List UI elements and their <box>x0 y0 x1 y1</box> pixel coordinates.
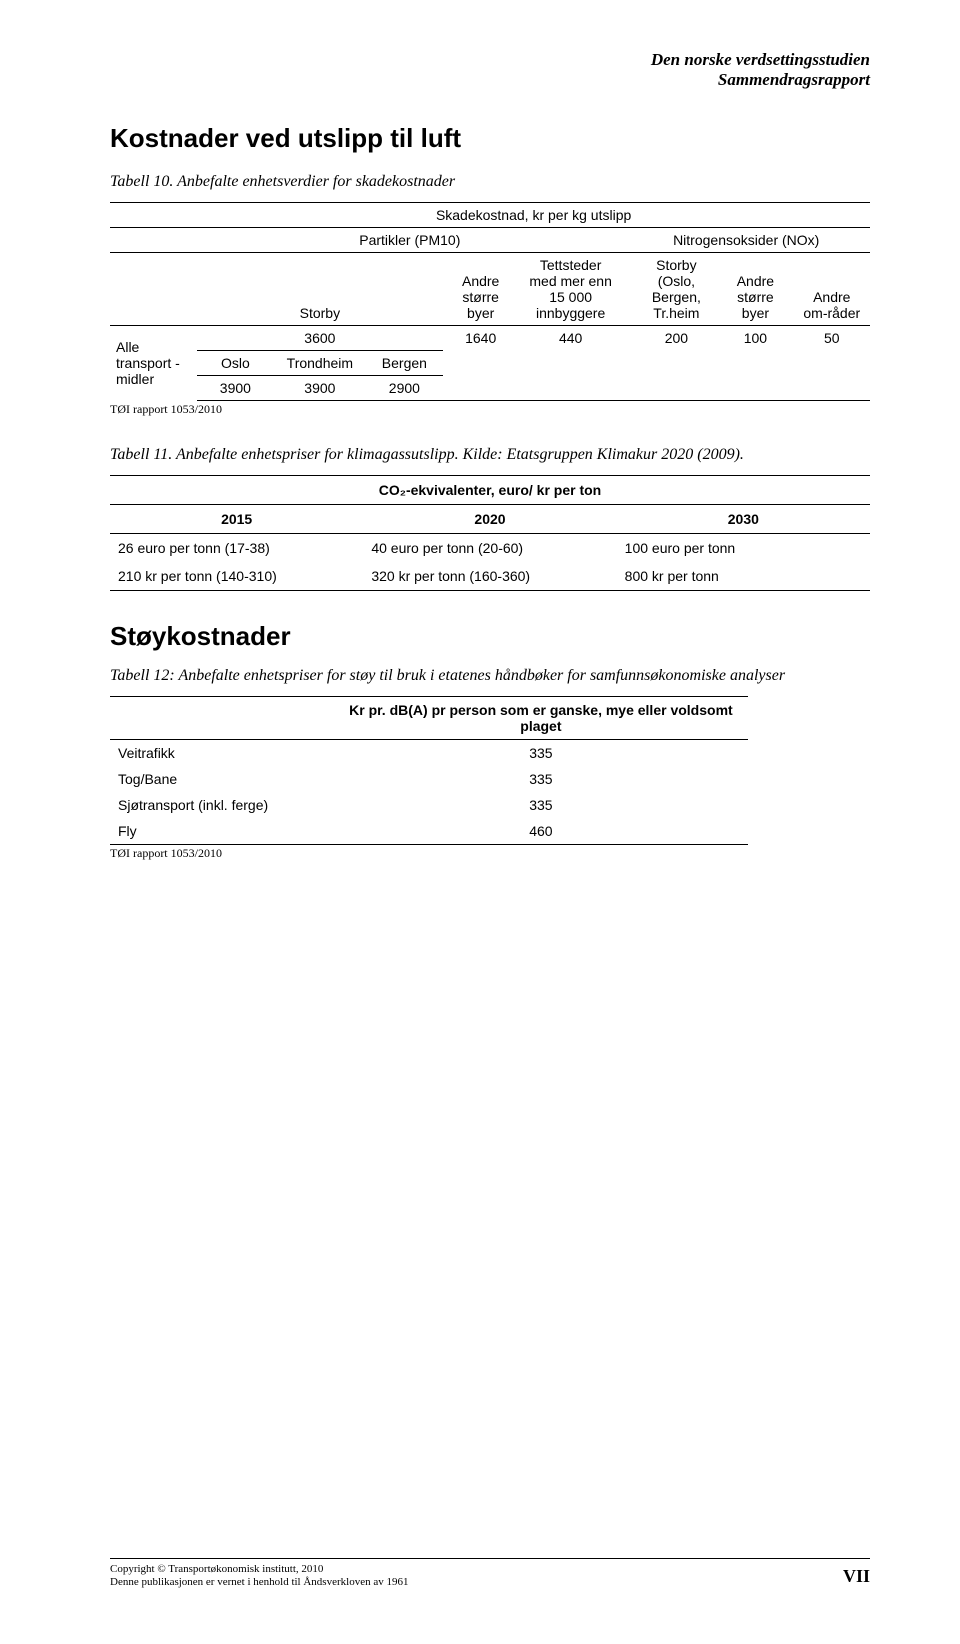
t11-r2c1: 210 kr per tonn (140-310) <box>110 562 363 591</box>
t12-r2-label: Tog/Bane <box>110 766 333 792</box>
t11-r1c2: 40 euro per tonn (20-60) <box>363 533 616 562</box>
section-heading-costs: Kostnader ved utslipp til luft <box>110 123 870 154</box>
t12-r1-label: Veitrafikk <box>110 739 333 766</box>
t11-r1c1: 26 euro per tonn (17-38) <box>110 533 363 562</box>
t10-group-nox: Nitrogensoksider (NOx) <box>622 227 870 252</box>
t10-col-storby-nox: Storby (Oslo, Bergen, Tr.heim <box>635 252 717 325</box>
t10-v2900: 2900 <box>366 375 442 400</box>
t10-superheader: Skadekostnad, kr per kg utslipp <box>197 202 870 227</box>
t10-v3900b: 3900 <box>274 375 367 400</box>
t12-r2-val: 335 <box>333 766 748 792</box>
t10-col-tettsteder: Tettsteder med mer enn 15 000 innbyggere <box>519 252 623 325</box>
table10-caption: Tabell 10. Anbefalte enhetsverdier for s… <box>110 172 870 192</box>
header-line2: Sammendragsrapport <box>110 70 870 90</box>
table12-source: TØI rapport 1053/2010 <box>110 846 870 861</box>
t10-col-storby: Storby <box>197 252 442 325</box>
t12-r4-label: Fly <box>110 818 333 845</box>
t10-col-andre-omr: Andre om-råder <box>794 252 870 325</box>
t10-col-andre-byer-nox: Andre større byer <box>717 252 793 325</box>
t10-col-andre-byer: Andre større byer <box>443 252 519 325</box>
t10-v200: 200 <box>635 325 717 350</box>
t10-sub-trondheim: Trondheim <box>274 350 367 375</box>
table10: Skadekostnad, kr per kg utslipp Partikle… <box>110 202 870 401</box>
t12-r4-val: 460 <box>333 818 748 845</box>
t10-group-pm: Partikler (PM10) <box>197 227 622 252</box>
t10-rowlabel: Alle transport -midler <box>110 325 197 400</box>
t10-v50: 50 <box>794 325 870 350</box>
t12-r3-val: 335 <box>333 792 748 818</box>
doc-header: Den norske verdsettingsstudien Sammendra… <box>110 50 870 91</box>
t11-y2030: 2030 <box>617 504 870 533</box>
t12-r3-label: Sjøtransport (inkl. ferge) <box>110 792 333 818</box>
table11: CO₂-ekvivalenter, euro/ kr per ton 2015 … <box>110 475 870 591</box>
table11-caption: Tabell 11. Anbefalte enhetspriser for kl… <box>110 445 870 465</box>
t10-sub-oslo: Oslo <box>197 350 273 375</box>
footer-line1: Copyright © Transportøkonomisk institutt… <box>110 1563 870 1577</box>
t11-r2c3: 800 kr per tonn <box>617 562 870 591</box>
t11-header: CO₂-ekvivalenter, euro/ kr per ton <box>363 475 616 504</box>
t11-y2015: 2015 <box>110 504 363 533</box>
t10-v3600: 3600 <box>197 325 442 350</box>
t10-v100: 100 <box>717 325 793 350</box>
table10-source: TØI rapport 1053/2010 <box>110 402 870 417</box>
t10-v440: 440 <box>519 325 623 350</box>
t12-header: Kr pr. dB(A) pr person som er ganske, my… <box>333 696 748 739</box>
t11-y2020: 2020 <box>363 504 616 533</box>
t12-r1-val: 335 <box>333 739 748 766</box>
page-footer: Copyright © Transportøkonomisk institutt… <box>110 1558 870 1591</box>
header-line1: Den norske verdsettingsstudien <box>110 50 870 70</box>
t10-v3900a: 3900 <box>197 375 273 400</box>
t10-sub-bergen: Bergen <box>366 350 442 375</box>
t11-r1c3: 100 euro per tonn <box>617 533 870 562</box>
page-number: VII <box>843 1565 870 1588</box>
section-heading-noise: Støykostnader <box>110 621 870 652</box>
footer-line2: Denne publikasjonen er vernet i henhold … <box>110 1576 870 1590</box>
table12-caption: Tabell 12: Anbefalte enhetspriser for st… <box>110 666 870 686</box>
t10-v1640: 1640 <box>443 325 519 350</box>
t11-r2c2: 320 kr per tonn (160-360) <box>363 562 616 591</box>
table12: Kr pr. dB(A) pr person som er ganske, my… <box>110 696 748 845</box>
